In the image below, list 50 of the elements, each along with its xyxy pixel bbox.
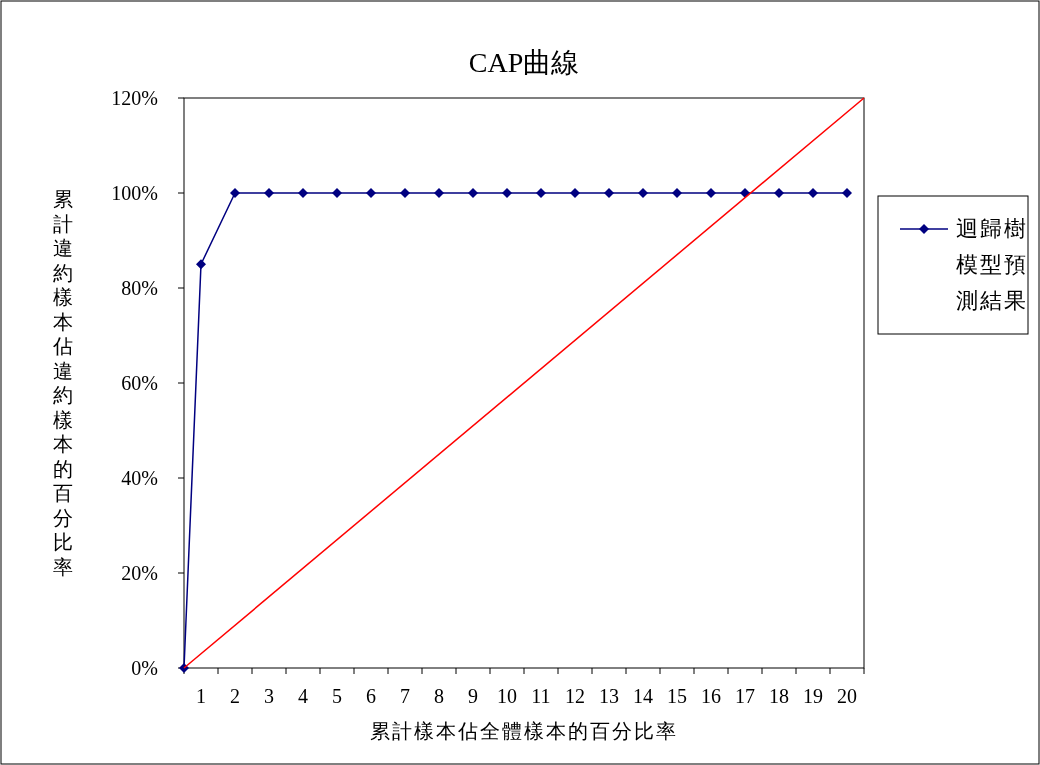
x-tick-label: 3 [264, 685, 274, 707]
x-tick-label: 12 [565, 685, 585, 707]
x-tick-label: 16 [701, 685, 721, 707]
x-axis-title: 累計樣本佔全體樣本的百分比率 [370, 720, 678, 742]
y-tick-label: 0% [131, 657, 158, 679]
x-tick-label: 17 [735, 685, 755, 707]
y-tick-label: 60% [121, 372, 158, 394]
point [808, 188, 818, 198]
point [536, 188, 546, 198]
point [332, 188, 342, 198]
point [706, 188, 716, 198]
x-tick-label: 9 [468, 685, 478, 707]
y-tick-label: 120% [111, 87, 158, 109]
x-tick-label: 14 [633, 685, 653, 707]
point [774, 188, 784, 198]
x-tick-label: 11 [531, 685, 551, 707]
x-tick-label: 4 [298, 685, 308, 707]
legend-label: 迴歸樹模型預測結果 [956, 216, 1028, 313]
point [264, 188, 274, 198]
x-tick-label: 7 [400, 685, 410, 707]
x-tick-label: 1 [196, 685, 206, 707]
point [502, 188, 512, 198]
point [196, 259, 206, 270]
point [842, 188, 852, 198]
x-tick-label: 20 [837, 685, 857, 707]
point [468, 188, 478, 198]
y-tick-label: 80% [121, 277, 158, 299]
point [570, 188, 580, 198]
x-tick-label: 6 [366, 685, 376, 707]
x-tick-label: 5 [332, 685, 342, 707]
x-tick-label: 19 [803, 685, 823, 707]
text: 累計違約樣本佔違約樣本的百分比率 [53, 188, 73, 578]
x-tick-label: 13 [599, 685, 619, 707]
point [638, 188, 648, 198]
point [604, 188, 614, 198]
x-tick-label: 15 [667, 685, 687, 707]
x-tick-label: 2 [230, 685, 240, 707]
chart-title: CAP曲線 [468, 47, 580, 78]
point [672, 188, 682, 198]
x-tick-label: 8 [434, 685, 444, 707]
x-tick-label: 18 [769, 685, 789, 707]
point [366, 188, 376, 198]
y-tick-label: 100% [111, 182, 158, 204]
point [434, 188, 444, 198]
y-tick-label: 20% [121, 562, 158, 584]
point [400, 188, 410, 198]
point [230, 188, 240, 198]
point [298, 188, 308, 198]
y-tick-label: 40% [121, 467, 158, 489]
x-tick-label: 10 [497, 685, 517, 707]
